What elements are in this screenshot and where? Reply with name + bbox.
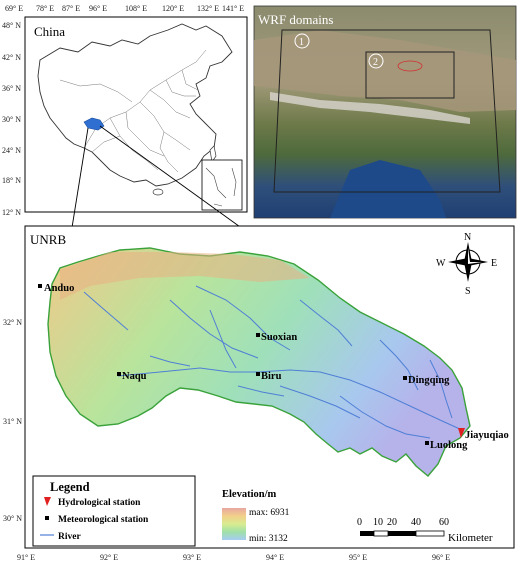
compass-rose: N S E W [436, 232, 497, 297]
bay-of-bengal [330, 160, 446, 218]
wrf-title: WRF domains [258, 12, 333, 27]
tick-label: 94° E [266, 553, 284, 562]
tick-label: 87° E [62, 4, 80, 13]
station-label-luolong: Luolong [430, 440, 468, 451]
tick-label: 93° E [183, 553, 201, 562]
basin-area [47, 247, 471, 477]
station-label-naqu: Naqu [122, 371, 147, 382]
unrb-panel: UNRB 91° E 92° E 93° E 94° E 95° E [3, 225, 515, 562]
compass-west: W [436, 258, 446, 269]
unrb-bottom-ticks: 91° E 92° E 93° E 94° E 95° E 96° E [17, 553, 450, 562]
compass-east: E [491, 258, 497, 269]
tick-label: 18° N [2, 176, 21, 185]
legend-title: Legend [50, 480, 90, 494]
tick-label: 108° E [125, 4, 147, 13]
china-left-ticks: 48° N 42° N 36° N 30° N 24° N 18° N 12° … [2, 21, 21, 217]
tick-label: 78° E [36, 4, 54, 13]
tick-label: 32° N [3, 318, 22, 327]
highland-tint [60, 252, 310, 300]
station-label-biru: Biru [261, 371, 282, 382]
wrf-domain-1 [273, 29, 501, 193]
scale-unit: Kilometer [448, 532, 493, 544]
scale-tick-20: 20 [387, 517, 397, 528]
scale-tick-0: 0 [357, 517, 362, 528]
taiwan-island [209, 145, 217, 163]
plateau-terrain [254, 30, 516, 112]
station-marker [425, 441, 429, 445]
tick-label: 92° E [100, 553, 118, 562]
tick-label: 95° E [349, 553, 367, 562]
river-network [83, 285, 463, 439]
tick-label: 96° E [89, 4, 107, 13]
station-label-dingqing: Dingqing [408, 375, 450, 386]
domain-2-circle [368, 53, 384, 69]
elevation-max-label: max: 6931 [249, 508, 290, 518]
scale-tick-60: 60 [439, 517, 449, 528]
scale-tick-10: 10 [373, 517, 383, 528]
south-sea-inset [201, 159, 243, 211]
unrb-area-marker [397, 60, 423, 72]
station-marker [403, 376, 407, 380]
station-marker [117, 372, 121, 376]
station-label-jiayuqiao: Jiayuqiao [465, 430, 509, 441]
wrf-panel: 1 2 WRF domains [253, 5, 517, 219]
legend-hydro-symbol [44, 497, 51, 506]
tick-label: 96° E [432, 553, 450, 562]
domain-1-label: 1 [299, 37, 304, 48]
unrb-title: UNRB [30, 232, 66, 247]
elevation-title: Elevation/m [222, 489, 277, 500]
elevation-legend: Elevation/m max: 6931 min: 3132 [222, 489, 290, 544]
hainan-island [152, 188, 164, 196]
stations: Anduo Suoxian Naqu Biru Dingqing Jiayuqi… [38, 283, 509, 451]
tick-label: 120° E [162, 4, 184, 13]
tick-label: 42° N [2, 53, 21, 62]
compass-south: S [465, 286, 471, 297]
station-marker [256, 333, 260, 337]
china-title: China [34, 24, 65, 39]
tick-label: 69° E [5, 4, 23, 13]
tick-label: 30° N [3, 514, 22, 523]
legend-meteo-label: Meteorological station [58, 515, 149, 525]
tick-label: 91° E [17, 553, 35, 562]
elevation-color-ramp [222, 508, 246, 540]
tick-label: 141° E [222, 4, 244, 13]
station-marker [38, 284, 42, 288]
station-label-anduo: Anduo [44, 283, 74, 294]
tick-label: 12° N [2, 208, 21, 217]
tick-label: 30° N [2, 115, 21, 124]
himalaya-range [270, 92, 470, 124]
scale-tick-40: 40 [411, 517, 421, 528]
legend-meteo-symbol [45, 516, 49, 520]
compass-north: N [464, 232, 471, 243]
station-label-suoxian: Suoxian [261, 332, 297, 343]
legend-hydro-label: Hydrological station [58, 498, 141, 508]
province-lines [59, 49, 207, 173]
tick-label: 132° E [197, 4, 219, 13]
tick-label: 31° N [3, 417, 22, 426]
legend-river-label: River [58, 532, 81, 542]
tick-label: 48° N [2, 21, 21, 30]
domain-2-label: 2 [373, 57, 378, 68]
hydrological-station-marker [458, 428, 465, 438]
china-panel: China 69° E 78° E 87° E 96° E 108° E 120… [2, 4, 248, 217]
station-marker [256, 372, 260, 376]
unrb-location-marker [83, 117, 105, 131]
elevation-min-label: min: 3132 [249, 534, 288, 544]
scale-bar: 0 10 20 40 60 Kilometer [357, 517, 493, 544]
tick-label: 36° N [2, 84, 21, 93]
tick-label: 24° N [2, 146, 21, 155]
domain-1-circle [294, 33, 310, 49]
wrf-domain-2 [365, 51, 455, 99]
unrb-left-ticks: 32° N 31° N 30° N [3, 318, 22, 523]
legend: Legend Hydrological station Meteorologic… [32, 475, 196, 547]
china-top-ticks: 69° E 78° E 87° E 96° E 108° E 120° E 13… [5, 4, 244, 13]
